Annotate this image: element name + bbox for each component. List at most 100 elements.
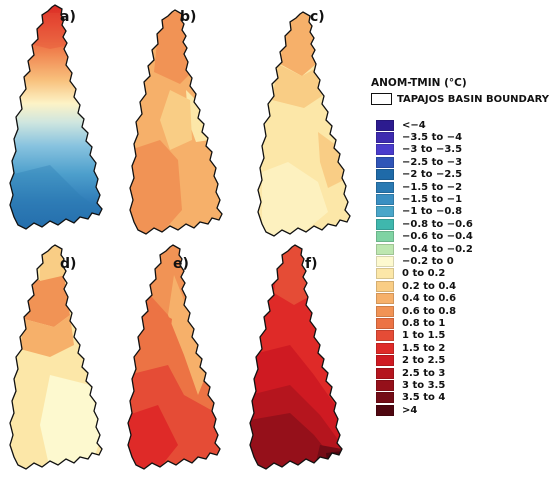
legend-label: −3 to −3.5 xyxy=(402,144,463,156)
panel-label: d) xyxy=(60,256,76,272)
legend-label: −2.5 to −3 xyxy=(402,156,463,168)
legend-swatch xyxy=(376,293,394,305)
panel-label: c) xyxy=(310,9,325,25)
anomaly-zone xyxy=(130,140,182,234)
boundary-label: TAPAJOS BASIN BOUNDARY xyxy=(396,93,549,105)
legend-label: −0.6 to −0.4 xyxy=(402,231,473,243)
legend-swatch xyxy=(376,367,394,379)
legend-label: 0.8 to 1 xyxy=(402,317,446,329)
legend-title: ANOM-TMIN (°C) xyxy=(371,77,467,89)
anomaly-zone xyxy=(182,160,222,234)
legend-item: −1.5 to −2 xyxy=(369,181,549,193)
legend-item: −1 to −0.8 xyxy=(369,206,549,218)
legend-label: 2.5 to 3 xyxy=(402,367,446,379)
legend-boundary-entry: TAPAJOS BASIN BOUNDARY xyxy=(371,93,549,105)
legend-swatch xyxy=(376,255,394,267)
legend-item: −0.2 to 0 xyxy=(369,255,549,267)
legend-item: 0.2 to 0.4 xyxy=(369,280,549,292)
legend-item: −1.5 to −1 xyxy=(369,193,549,206)
legend-label: 0.4 to 0.6 xyxy=(402,293,457,305)
legend-item: −0.4 to −0.2 xyxy=(369,243,549,255)
map-panel xyxy=(9,244,103,470)
legend-item: −2 to −2.5 xyxy=(369,169,549,181)
panel-label: e) xyxy=(173,256,189,272)
legend-swatch xyxy=(376,379,394,391)
panel-label: b) xyxy=(180,9,196,25)
legend-label: 3 to 3.5 xyxy=(402,379,446,391)
anomaly-zone xyxy=(274,245,312,305)
legend-swatch xyxy=(376,392,394,404)
panel-label: f) xyxy=(305,256,318,272)
legend-swatch xyxy=(376,342,394,354)
map-panel xyxy=(9,4,103,230)
legend-item: 2.5 to 3 xyxy=(369,367,549,379)
legend-swatch xyxy=(376,156,394,168)
anomaly-zone xyxy=(272,64,322,108)
legend-swatch xyxy=(376,243,394,255)
legend-label: −1.5 to −2 xyxy=(402,181,463,193)
legend-label: 3.5 to 4 xyxy=(402,392,446,404)
legend-label: −1.5 to −1 xyxy=(402,194,463,206)
legend-swatch xyxy=(376,305,394,317)
legend-swatch xyxy=(376,330,394,342)
legend-swatch xyxy=(376,268,394,280)
legend-label: −0.4 to −0.2 xyxy=(402,243,473,255)
legend-label: −0.2 to 0 xyxy=(402,255,454,267)
legend-label: 1.5 to 2 xyxy=(402,342,446,354)
legend-label: −2 to −2.5 xyxy=(402,169,463,181)
anomaly-zone xyxy=(168,275,206,395)
legend-swatch xyxy=(376,132,394,144)
anomaly-zone xyxy=(20,315,74,357)
legend-swatch xyxy=(376,119,394,131)
legend-label: >4 xyxy=(402,404,418,416)
anomaly-zone xyxy=(138,305,172,355)
legend-item: 0.4 to 0.6 xyxy=(369,292,549,305)
anomaly-zone xyxy=(160,90,192,150)
panel-label: a) xyxy=(60,9,76,25)
legend-label: <−4 xyxy=(402,119,426,131)
legend-item: 2 to 2.5 xyxy=(369,354,549,367)
legend-item: 0 to 0.2 xyxy=(369,268,549,280)
legend-swatch xyxy=(376,218,394,230)
anomaly-zone xyxy=(128,405,178,469)
map-panel xyxy=(127,244,221,470)
legend-label: 1 to 1.5 xyxy=(402,330,446,342)
legend-label: −3.5 to −4 xyxy=(402,132,463,144)
map-panel xyxy=(257,11,351,237)
anomaly-zone xyxy=(24,275,70,327)
legend-swatch xyxy=(376,404,394,416)
anomaly-zone xyxy=(40,245,66,281)
legend-swatch xyxy=(376,280,394,292)
legend-swatch xyxy=(376,144,394,156)
anomaly-zone xyxy=(250,413,330,469)
legend-item: 1.5 to 2 xyxy=(369,342,549,354)
legend-swatch xyxy=(376,181,394,193)
legend-item: −0.8 to −0.6 xyxy=(369,218,549,230)
legend-item: 0.8 to 1 xyxy=(369,317,549,329)
anomaly-zone xyxy=(318,132,344,188)
legend-swatch xyxy=(376,355,394,367)
legend-swatch xyxy=(376,231,394,243)
boundary-swatch xyxy=(371,93,392,105)
anomaly-zone xyxy=(10,165,100,229)
legend-item: −3.5 to −4 xyxy=(369,131,549,144)
legend-swatch xyxy=(376,317,394,329)
legend-item: 3.5 to 4 xyxy=(369,392,549,404)
legend-label: 0.2 to 0.4 xyxy=(402,280,457,292)
legend: ANOM-TMIN (°C) TAPAJOS BASIN BOUNDARY <−… xyxy=(369,77,549,416)
legend-item: −3 to −3.5 xyxy=(369,144,549,156)
anomaly-zone xyxy=(40,375,102,469)
legend-classes: <−4 −3.5 to −4 −3 to −3.5 −2.5 to −3 −2 to −… xyxy=(369,119,549,416)
legend-item: −0.6 to −0.4 xyxy=(369,231,549,243)
legend-item: −2.5 to −3 xyxy=(369,156,549,168)
legend-label: −1 to −0.8 xyxy=(402,206,463,218)
map-panel xyxy=(129,9,223,235)
legend-swatch xyxy=(376,169,394,181)
legend-item: <−4 xyxy=(369,119,549,131)
legend-swatch xyxy=(376,194,394,206)
legend-item: 0.6 to 0.8 xyxy=(369,305,549,317)
legend-item: 3 to 3.5 xyxy=(369,379,549,391)
legend-item: >4 xyxy=(369,404,549,416)
legend-label: 0 to 0.2 xyxy=(402,268,446,280)
